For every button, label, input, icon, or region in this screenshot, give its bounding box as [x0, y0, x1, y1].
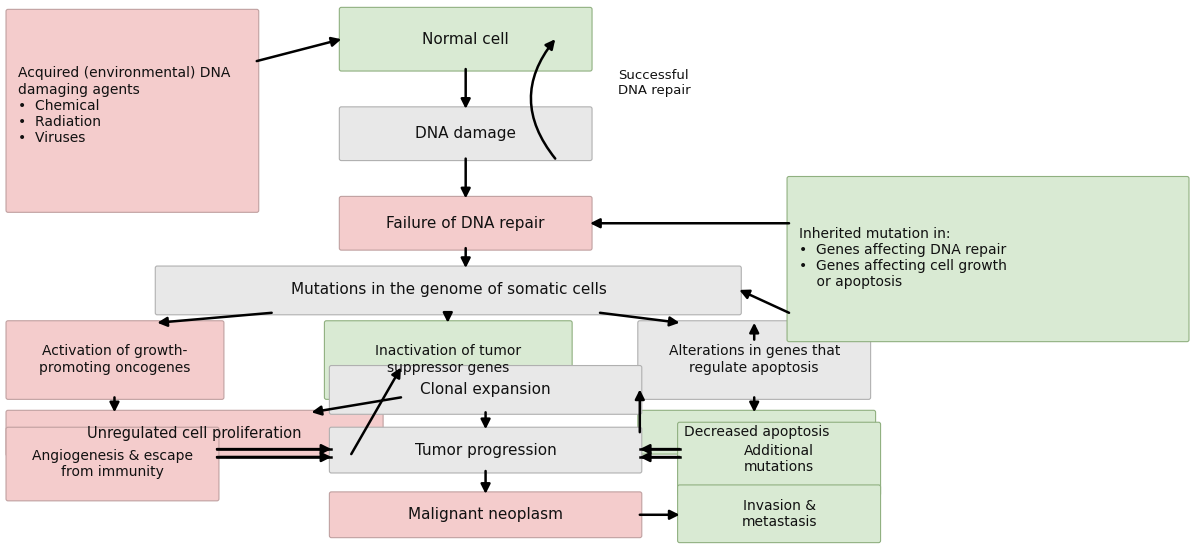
Text: Successful
DNA repair: Successful DNA repair — [618, 69, 690, 97]
Text: Mutations in the genome of somatic cells: Mutations in the genome of somatic cells — [290, 282, 607, 298]
Text: Inherited mutation in:
•  Genes affecting DNA repair
•  Genes affecting cell gro: Inherited mutation in: • Genes affecting… — [799, 227, 1007, 289]
FancyBboxPatch shape — [6, 427, 218, 501]
FancyBboxPatch shape — [6, 9, 259, 212]
Text: Angiogenesis & escape
from immunity: Angiogenesis & escape from immunity — [32, 449, 193, 479]
FancyBboxPatch shape — [329, 492, 642, 538]
FancyBboxPatch shape — [155, 266, 742, 315]
FancyBboxPatch shape — [6, 321, 224, 399]
Text: Tumor progression: Tumor progression — [415, 443, 557, 458]
FancyBboxPatch shape — [678, 485, 881, 543]
Text: Inactivation of tumor
suppressor genes: Inactivation of tumor suppressor genes — [374, 345, 521, 375]
FancyBboxPatch shape — [638, 410, 876, 454]
FancyBboxPatch shape — [340, 107, 592, 161]
Text: Malignant neoplasm: Malignant neoplasm — [408, 507, 563, 522]
Text: Normal cell: Normal cell — [422, 32, 509, 47]
FancyBboxPatch shape — [324, 321, 572, 399]
FancyBboxPatch shape — [340, 196, 592, 250]
FancyBboxPatch shape — [638, 321, 871, 399]
Text: DNA damage: DNA damage — [415, 126, 516, 141]
FancyBboxPatch shape — [787, 176, 1189, 341]
Text: Failure of DNA repair: Failure of DNA repair — [386, 216, 545, 231]
FancyBboxPatch shape — [329, 366, 642, 414]
FancyBboxPatch shape — [6, 410, 383, 456]
Text: Alterations in genes that
regulate apoptosis: Alterations in genes that regulate apopt… — [668, 345, 840, 375]
Text: Unregulated cell proliferation: Unregulated cell proliferation — [86, 426, 301, 441]
FancyBboxPatch shape — [340, 7, 592, 71]
Text: Decreased apoptosis: Decreased apoptosis — [684, 425, 829, 439]
FancyBboxPatch shape — [329, 427, 642, 473]
Text: Invasion &
metastasis: Invasion & metastasis — [742, 499, 817, 529]
Text: Clonal expansion: Clonal expansion — [420, 382, 551, 397]
Text: Activation of growth-
promoting oncogenes: Activation of growth- promoting oncogene… — [38, 345, 190, 375]
Text: Acquired (environmental) DNA
damaging agents
•  Chemical
•  Radiation
•  Viruses: Acquired (environmental) DNA damaging ag… — [18, 66, 230, 145]
FancyBboxPatch shape — [678, 423, 881, 496]
Text: Additional
mutations: Additional mutations — [744, 444, 814, 474]
